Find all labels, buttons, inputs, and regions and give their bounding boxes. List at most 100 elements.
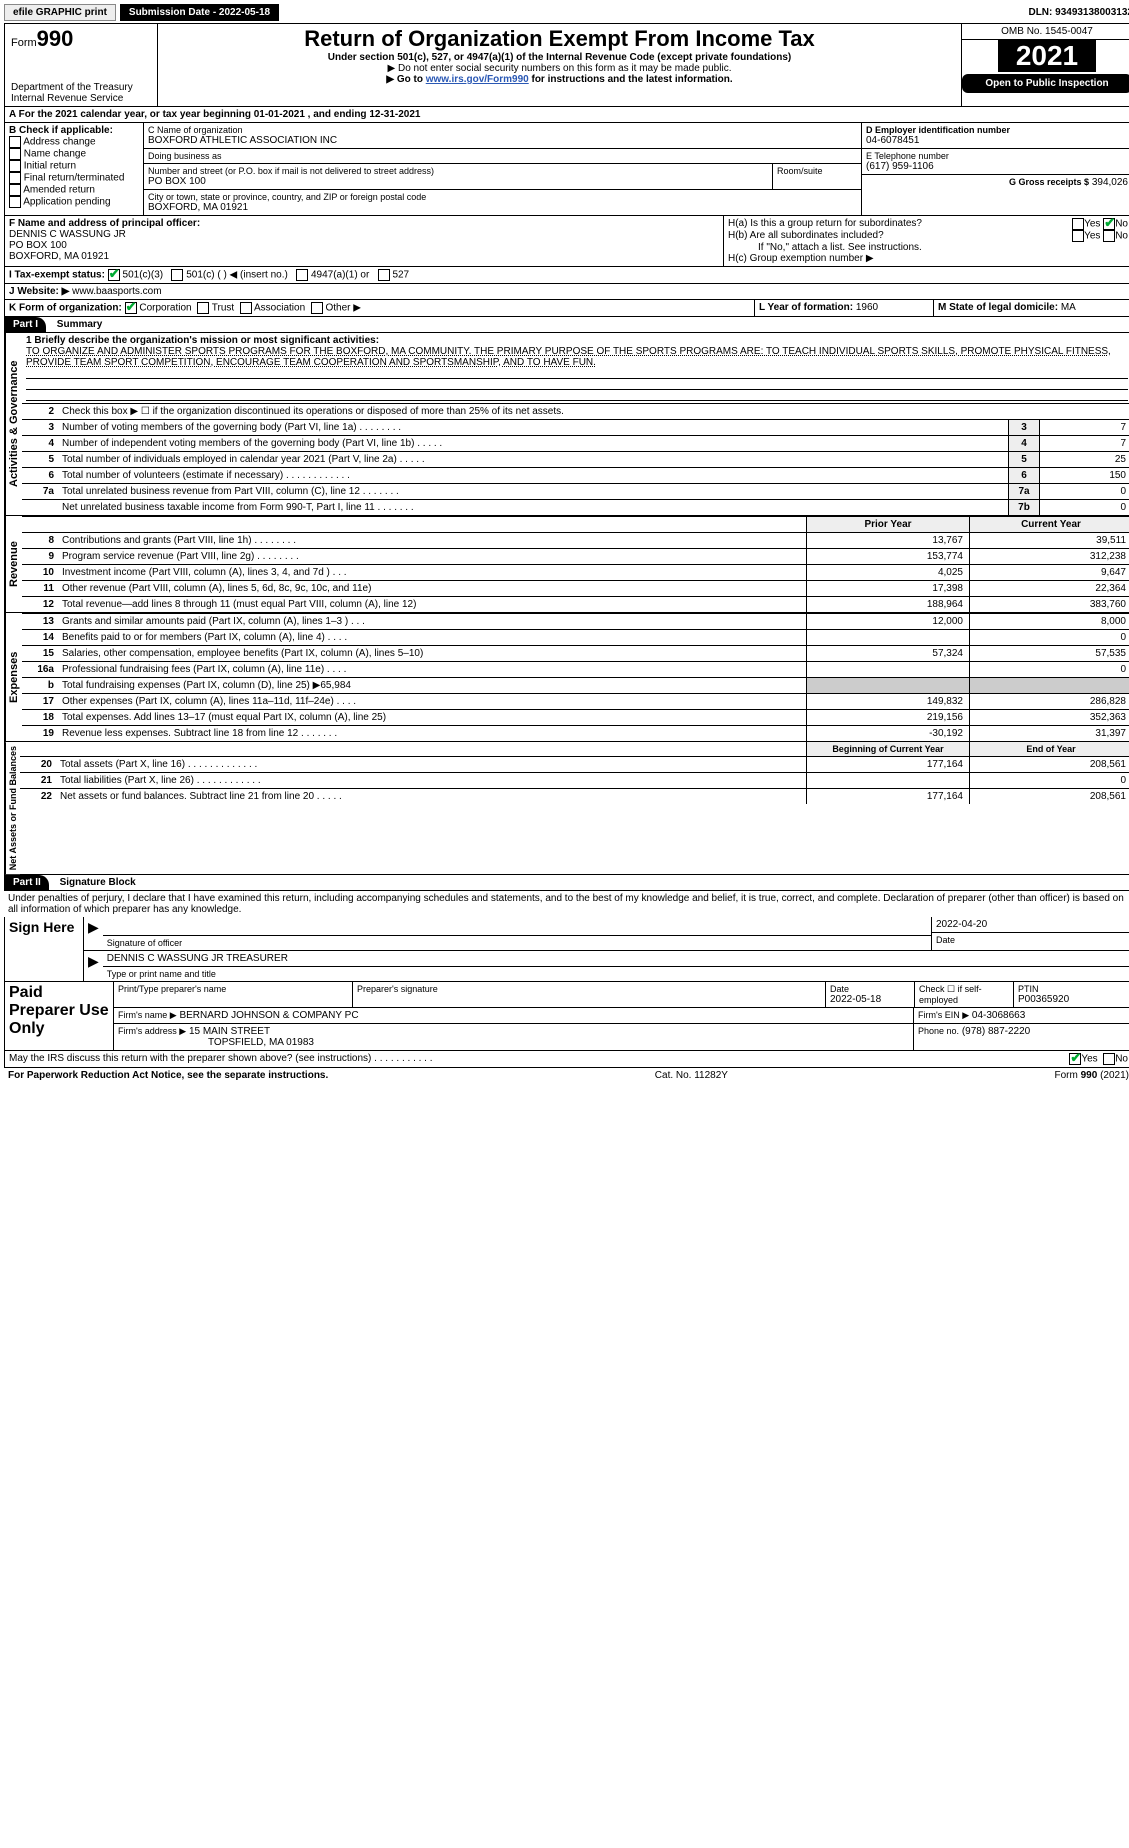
phone-value: (617) 959-1106 xyxy=(866,161,1128,172)
cell-grey xyxy=(806,678,969,693)
prior-value: 4,025 xyxy=(806,565,969,580)
line-num: 19 xyxy=(22,726,58,741)
line-desc: Number of voting members of the governin… xyxy=(58,420,1008,435)
box-b-item[interactable] xyxy=(9,184,21,196)
net-assets-section: Net Assets or Fund Balances Beginning of… xyxy=(4,742,1129,875)
irs-link[interactable]: www.irs.gov/Form990 xyxy=(426,74,529,85)
submission-date: Submission Date - 2022-05-18 xyxy=(120,4,279,21)
current-value: 8,000 xyxy=(969,614,1129,629)
discuss-no[interactable] xyxy=(1103,1053,1115,1065)
line-desc: Investment income (Part VIII, column (A)… xyxy=(58,565,806,580)
firm-phone: (978) 887-2220 xyxy=(962,1026,1030,1037)
form-subtitle-2: ▶ Do not enter social security numbers o… xyxy=(164,63,955,74)
prior-value xyxy=(806,662,969,677)
org-other[interactable] xyxy=(311,302,323,314)
box-j-label: J Website: ▶ xyxy=(9,286,69,297)
sign-here-label: Sign Here xyxy=(5,917,84,981)
mission-text: TO ORGANIZE AND ADMINISTER SPORTS PROGRA… xyxy=(26,346,1128,368)
activities-governance: Activities & Governance 1 Briefly descri… xyxy=(4,333,1129,516)
revenue-section: Revenue Prior Year Current Year 8Contrib… xyxy=(4,516,1129,613)
print-name-label: Print/Type preparer's name xyxy=(118,984,348,994)
top-bar: efile GRAPHIC print Submission Date - 20… xyxy=(4,4,1129,21)
line-box: 7a xyxy=(1008,484,1039,499)
sig-declaration: Under penalties of perjury, I declare th… xyxy=(4,891,1129,917)
current-value: 208,561 xyxy=(969,757,1129,772)
h-b-no[interactable] xyxy=(1103,230,1115,242)
line-box: 7b xyxy=(1008,500,1039,515)
form-word: Form xyxy=(11,37,37,49)
box-f-label: F Name and address of principal officer: xyxy=(9,218,719,229)
identity-block: B Check if applicable: Address change Na… xyxy=(4,123,1129,216)
status-501c[interactable] xyxy=(171,269,183,281)
efile-label: efile GRAPHIC print xyxy=(4,4,116,21)
line-num: 7a xyxy=(22,484,58,499)
prior-value: -30,192 xyxy=(806,726,969,741)
line-box: 3 xyxy=(1008,420,1039,435)
paid-label: Paid Preparer Use Only xyxy=(5,982,114,1050)
line-desc: Grants and similar amounts paid (Part IX… xyxy=(58,614,806,629)
line-desc: Total number of volunteers (estimate if … xyxy=(58,468,1008,483)
city-value: BOXFORD, MA 01921 xyxy=(148,202,857,213)
box-b-item[interactable] xyxy=(9,136,21,148)
line-num: 16a xyxy=(22,662,58,677)
org-assoc[interactable] xyxy=(240,302,252,314)
org-trust[interactable] xyxy=(197,302,209,314)
officer-line2: PO BOX 100 xyxy=(9,240,719,251)
part1-title: Summary xyxy=(49,319,103,330)
status-527[interactable] xyxy=(378,269,390,281)
line-num: 5 xyxy=(22,452,58,467)
prior-value xyxy=(806,630,969,645)
firm-ein-label: Firm's EIN ▶ xyxy=(918,1010,969,1020)
side-rev: Revenue xyxy=(5,516,22,612)
line-num: 6 xyxy=(22,468,58,483)
street-value: PO BOX 100 xyxy=(148,176,768,187)
prior-value: 57,324 xyxy=(806,646,969,661)
org-corp[interactable] xyxy=(125,302,137,314)
box-b-item[interactable] xyxy=(9,160,21,172)
ptin-label: PTIN xyxy=(1018,984,1128,994)
sig-date-label: Date xyxy=(932,933,1129,947)
prior-value: 12,000 xyxy=(806,614,969,629)
tax-status-row: I Tax-exempt status: 501(c)(3) 501(c) ( … xyxy=(4,267,1129,284)
prior-value: 153,774 xyxy=(806,549,969,564)
line-num: b xyxy=(22,678,58,693)
h-a-yes[interactable] xyxy=(1072,218,1084,230)
line-desc: Other revenue (Part VIII, column (A), li… xyxy=(58,581,806,596)
line-desc: Benefits paid to or for members (Part IX… xyxy=(58,630,806,645)
line-desc: Total liabilities (Part X, line 26) . . … xyxy=(56,773,806,788)
line-box: 6 xyxy=(1008,468,1039,483)
status-501c3[interactable] xyxy=(108,269,120,281)
current-value: 9,647 xyxy=(969,565,1129,580)
arrow-icon: ▶ xyxy=(84,917,103,950)
form-org-row: K Form of organization: Corporation Trus… xyxy=(4,300,1129,317)
prep-date: 2022-05-18 xyxy=(830,994,910,1005)
city-label: City or town, state or province, country… xyxy=(148,192,857,202)
part2-title: Signature Block xyxy=(52,877,136,888)
gross-receipts: 394,026 xyxy=(1092,177,1128,188)
line-desc: Net assets or fund balances. Subtract li… xyxy=(56,789,806,804)
preparer-sig-label: Preparer's signature xyxy=(357,984,821,994)
h-a-label: H(a) Is this a group return for subordin… xyxy=(728,218,1072,230)
line-num: 11 xyxy=(22,581,58,596)
box-b-item[interactable] xyxy=(9,148,21,160)
current-value: 383,760 xyxy=(969,597,1129,612)
year-formation: 1960 xyxy=(856,302,878,313)
h-b-yes[interactable] xyxy=(1072,230,1084,242)
h-b-note: If "No," attach a list. See instructions… xyxy=(728,242,1128,253)
h-a-no[interactable] xyxy=(1103,218,1115,230)
tax-year: 2021 xyxy=(998,40,1096,72)
status-4947[interactable] xyxy=(296,269,308,281)
line-box: 5 xyxy=(1008,452,1039,467)
box-b-item[interactable] xyxy=(9,172,21,184)
line-desc: Number of independent voting members of … xyxy=(58,436,1008,451)
discuss-yes[interactable] xyxy=(1069,1053,1081,1065)
prior-value: 188,964 xyxy=(806,597,969,612)
box-b-item-label: Name change xyxy=(24,149,86,160)
line-value: 7 xyxy=(1039,420,1129,435)
irs-discuss-q: May the IRS discuss this return with the… xyxy=(9,1053,1069,1065)
line-num: 4 xyxy=(22,436,58,451)
box-b-item[interactable] xyxy=(9,196,21,208)
box-b-item-label: Application pending xyxy=(23,197,110,208)
line-desc: Total unrelated business revenue from Pa… xyxy=(58,484,1008,499)
sig-date: 2022-04-20 xyxy=(932,917,1129,933)
